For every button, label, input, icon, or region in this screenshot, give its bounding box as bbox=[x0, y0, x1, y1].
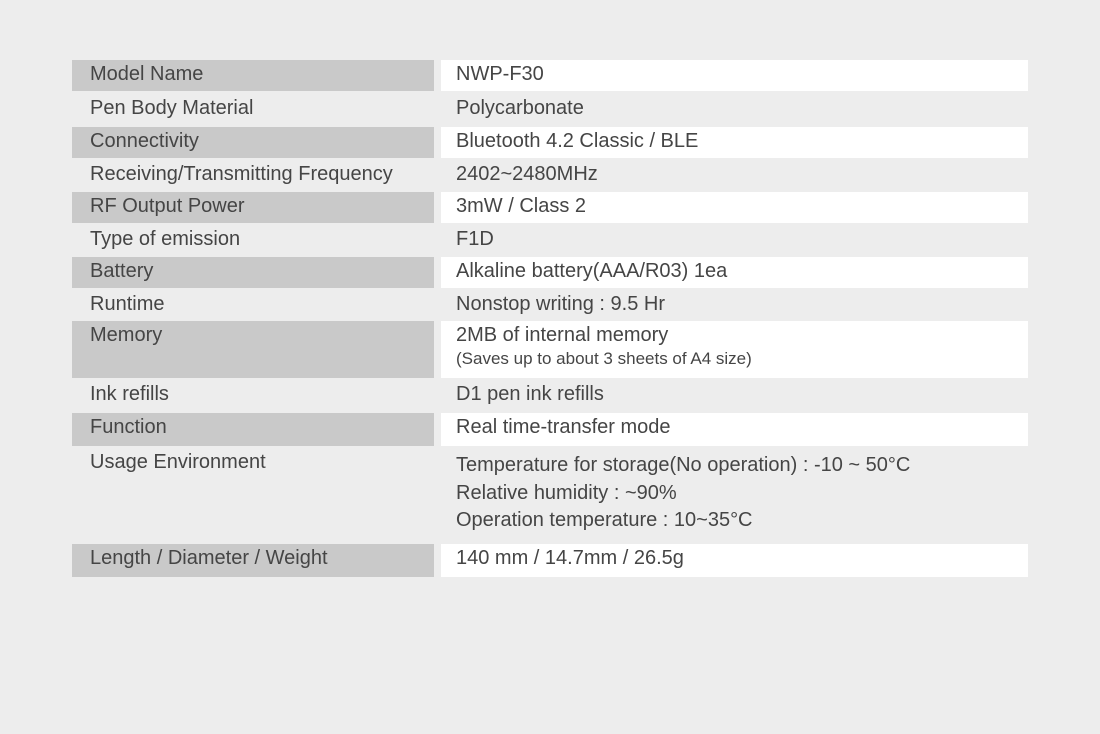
spec-row: Length / Diameter / Weight 140 mm / 14.7m… bbox=[72, 544, 1028, 577]
spec-value: Alkaline battery(AAA/R03) 1ea bbox=[441, 257, 1028, 288]
spec-label: Length / Diameter / Weight bbox=[72, 544, 434, 577]
spec-row: Connectivity Bluetooth 4.2 Classic / BLE bbox=[72, 127, 1028, 158]
spec-label: Memory bbox=[72, 321, 434, 378]
spec-value-line: Operation temperature : 10~35°C bbox=[456, 509, 753, 531]
spec-row: Runtime Nonstop writing : 9.5 Hr bbox=[72, 290, 1028, 320]
spec-value: F1D bbox=[441, 225, 1028, 256]
spec-label: Pen Body Material bbox=[90, 97, 254, 119]
spec-value-line: Alkaline battery(AAA/R03) 1ea bbox=[456, 260, 728, 282]
spec-label: RF Output Power bbox=[72, 192, 434, 223]
spec-value: 2MB of internal memory (Saves up to about… bbox=[441, 321, 1028, 378]
spec-value: D1 pen ink refills bbox=[441, 380, 1028, 412]
spec-row: Memory 2MB of internal memory (Saves up to… bbox=[72, 321, 1028, 378]
spec-value-note: (Saves up to about 3 sheets of A4 size) bbox=[456, 349, 752, 368]
spec-value-line: Temperature for storage(No operation) : … bbox=[456, 454, 911, 476]
spec-value: Polycarbonate bbox=[441, 94, 1028, 125]
spec-value-line: F1D bbox=[456, 228, 494, 250]
spec-row: Pen Body Material Polycarbonate bbox=[72, 94, 1028, 125]
spec-row: Receiving/Transmitting Frequency 2402~248… bbox=[72, 160, 1028, 191]
spec-label: Battery bbox=[72, 257, 434, 288]
spec-label: Model Name bbox=[72, 60, 434, 91]
spec-value-line: 140 mm / 14.7mm / 26.5g bbox=[456, 547, 684, 569]
spec-value-line: Polycarbonate bbox=[456, 97, 584, 119]
spec-row: Battery Alkaline battery(AAA/R03) 1ea bbox=[72, 257, 1028, 288]
spec-label: Runtime bbox=[90, 293, 165, 315]
spec-row: RF Output Power 3mW / Class 2 bbox=[72, 192, 1028, 223]
spec-value-line: Bluetooth 4.2 Classic / BLE bbox=[456, 130, 699, 152]
spec-value-line: Nonstop writing : 9.5 Hr bbox=[456, 293, 665, 315]
spec-row: Type of emission F1D bbox=[72, 225, 1028, 256]
spec-value-line: Real time-transfer mode bbox=[456, 416, 671, 438]
spec-value: Real time-transfer mode bbox=[441, 413, 1028, 446]
spec-value: 3mW / Class 2 bbox=[441, 192, 1028, 223]
spec-label: Receiving/Transmitting Frequency bbox=[90, 163, 393, 185]
spec-row: Function Real time-transfer mode bbox=[72, 413, 1028, 446]
spec-value-line: 2MB of internal memory bbox=[456, 324, 669, 346]
spec-value-line: D1 pen ink refills bbox=[456, 383, 604, 405]
spec-value-line: 3mW / Class 2 bbox=[456, 195, 587, 217]
spec-value: Temperature for storage(No operation) : … bbox=[441, 448, 1028, 541]
spec-label: Connectivity bbox=[72, 127, 434, 158]
spec-value-line: Relative humidity : ~90% bbox=[456, 481, 677, 504]
spec-value: 140 mm / 14.7mm / 26.5g bbox=[441, 544, 1028, 577]
spec-value: Nonstop writing : 9.5 Hr bbox=[441, 290, 1028, 320]
spec-label: Type of emission bbox=[90, 228, 241, 250]
spec-label: Function bbox=[72, 413, 434, 446]
spec-value: NWP-F30 bbox=[441, 60, 1028, 91]
spec-row: Model Name NWP-F30 bbox=[72, 60, 1028, 91]
spec-row: Usage Environment Temperature for storage… bbox=[72, 448, 1028, 541]
spec-label: Usage Environment bbox=[90, 451, 266, 473]
spec-value-line: 2402~2480MHz bbox=[456, 163, 598, 185]
spec-value: Bluetooth 4.2 Classic / BLE bbox=[441, 127, 1028, 158]
spec-label: Ink refills bbox=[90, 383, 169, 405]
spec-value-line: NWP-F30 bbox=[456, 63, 544, 85]
spec-row: Ink refills D1 pen ink refills bbox=[72, 380, 1028, 412]
spec-value: 2402~2480MHz bbox=[441, 160, 1028, 191]
